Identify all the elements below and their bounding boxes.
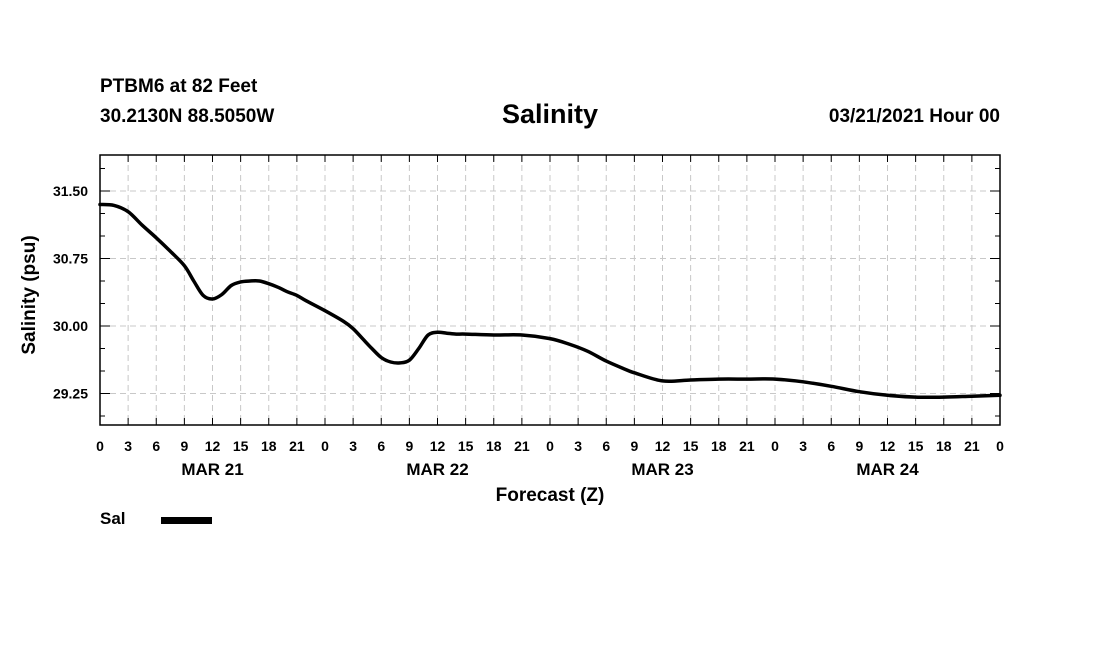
x-tick-label: 0 xyxy=(546,438,554,454)
x-tick-label: 0 xyxy=(321,438,329,454)
series-line-sal xyxy=(98,202,1002,400)
x-tick-label: 6 xyxy=(152,438,160,454)
x-tick-label: 12 xyxy=(880,438,896,454)
day-label: MAR 23 xyxy=(631,460,693,479)
x-tick-label: 15 xyxy=(458,438,474,454)
x-tick-label: 15 xyxy=(908,438,924,454)
station-coordinates: 30.2130N 88.5050W xyxy=(100,106,275,127)
y-tick-label: 30.75 xyxy=(53,251,88,267)
x-tick-label: 0 xyxy=(96,438,104,454)
x-tick-label: 9 xyxy=(630,438,638,454)
chart-title: Salinity xyxy=(501,99,599,129)
x-tick-label: 3 xyxy=(124,438,132,454)
x-tick-label: 18 xyxy=(936,438,952,454)
x-tick-label: 21 xyxy=(289,438,305,454)
x-tick-label: 3 xyxy=(574,438,582,454)
x-tick-label: 6 xyxy=(602,438,610,454)
x-tick-label: 18 xyxy=(261,438,277,454)
legend-swatch xyxy=(161,517,212,524)
day-label: MAR 21 xyxy=(181,460,243,479)
x-tick-label: 9 xyxy=(855,438,863,454)
x-tick-label: 6 xyxy=(827,438,835,454)
y-tick-label: 29.25 xyxy=(53,386,88,402)
x-tick-label: 3 xyxy=(349,438,357,454)
y-tick-label: 31.50 xyxy=(53,183,88,199)
x-tick-label: 6 xyxy=(377,438,385,454)
x-tick-label: 21 xyxy=(739,438,755,454)
day-label: MAR 24 xyxy=(856,460,919,479)
axis-labels: 0 3 6 9 12 15 18 21 0 3 6 9 12 15 18 21 0 3 6 9 12 15 18 21 0 3 6 9… xyxy=(19,183,1004,506)
x-axis-title: Forecast (Z) xyxy=(496,485,605,506)
x-tick-label: 21 xyxy=(514,438,530,454)
y-tick-label: 30.00 xyxy=(53,318,88,334)
forecast-run-time: 03/21/2021 Hour 00 xyxy=(828,106,1000,127)
station-name: PTBM6 at 82 Feet xyxy=(100,76,258,97)
x-tick-label: 15 xyxy=(683,438,699,454)
x-tick-label: 0 xyxy=(771,438,779,454)
x-tick-label: 12 xyxy=(430,438,446,454)
y-axis-title: Salinity (psu) xyxy=(19,235,40,354)
day-label: MAR 22 xyxy=(406,460,468,479)
gridlines xyxy=(100,155,1000,425)
x-tick-label: 3 xyxy=(799,438,807,454)
axis-ticks xyxy=(99,155,1001,425)
x-tick-label: 0 xyxy=(996,438,1004,454)
x-tick-label: 9 xyxy=(405,438,413,454)
x-tick-label: 21 xyxy=(964,438,980,454)
x-tick-label: 12 xyxy=(655,438,671,454)
legend-label: Sal xyxy=(100,509,126,528)
x-tick-label: 9 xyxy=(180,438,188,454)
x-tick-label: 12 xyxy=(205,438,221,454)
x-tick-label: 18 xyxy=(711,438,727,454)
x-tick-label: 18 xyxy=(486,438,502,454)
x-tick-label: 15 xyxy=(233,438,249,454)
